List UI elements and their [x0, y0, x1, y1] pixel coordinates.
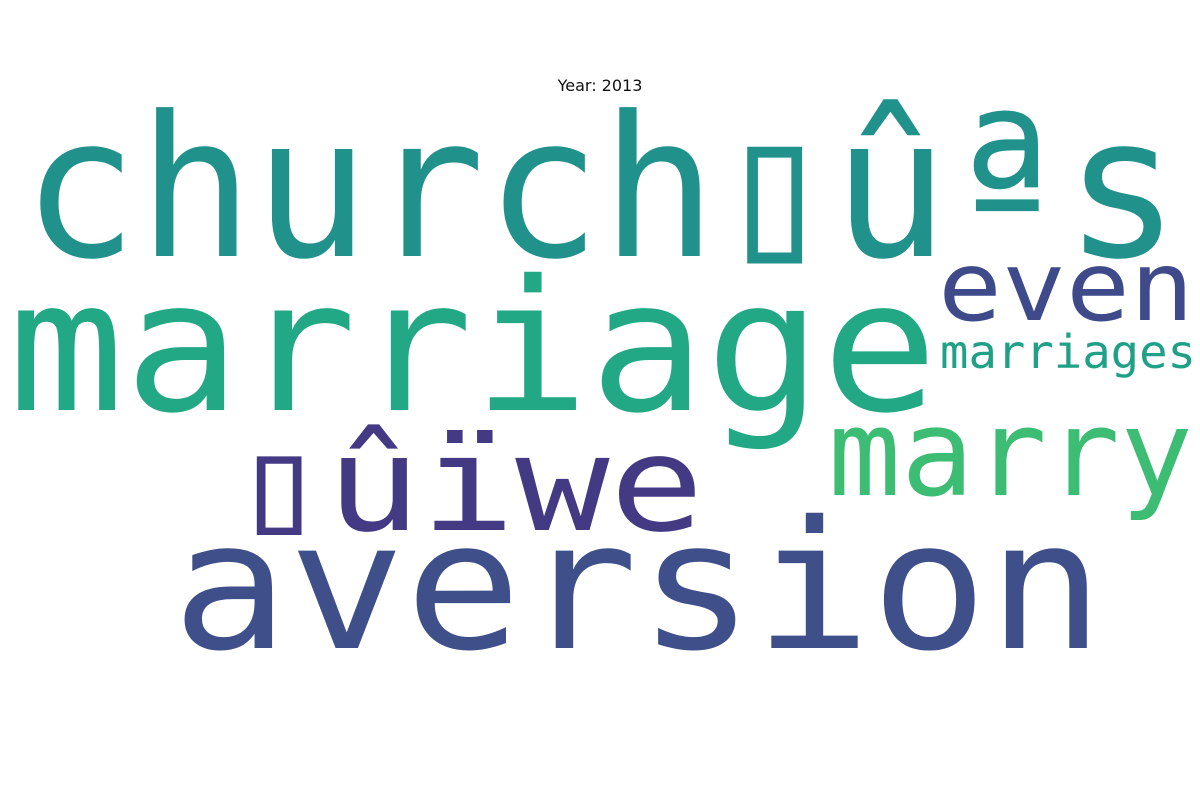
word-even: even: [938, 231, 1194, 343]
word-marriage: marriage: [8, 241, 938, 453]
word-aversion: aversion: [172, 483, 1104, 690]
word-church: church▯ûªs: [22, 75, 1180, 303]
word-marry: marry: [828, 385, 1193, 524]
word-marriages: marriages: [940, 325, 1196, 379]
figure-title: Year: 2013: [557, 76, 643, 95]
word-uiwe: ▯ûïwe: [232, 408, 704, 562]
